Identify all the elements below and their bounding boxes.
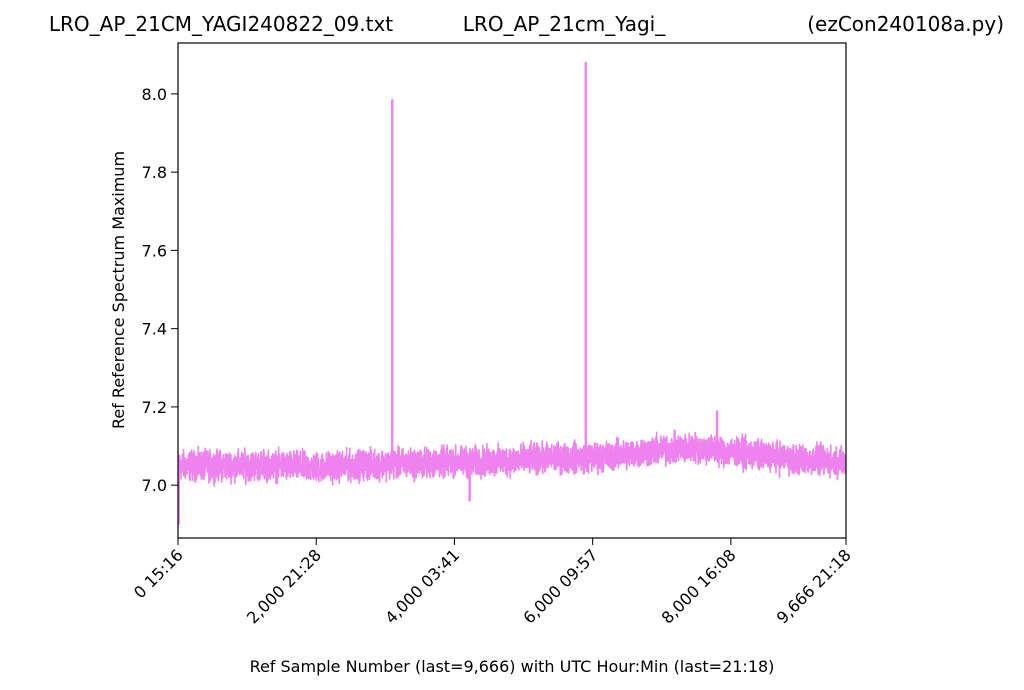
series-line	[178, 61, 846, 526]
x-tick-label: 2,000 21:28	[243, 545, 325, 627]
x-tick-label: 6,000 09:57	[519, 545, 601, 627]
x-axis-label: Ref Sample Number (last=9,666) with UTC …	[250, 657, 775, 676]
x-tick-label: 0 15:16	[130, 545, 187, 602]
chart-title-right: (ezCon240108a.py)	[807, 12, 1004, 36]
plot-area	[177, 42, 847, 539]
y-tick-label: 7.6	[142, 241, 167, 260]
y-tick-label: 7.4	[142, 320, 167, 339]
plot-frame	[177, 42, 847, 539]
x-tick-label: 8,000 16:08	[658, 545, 740, 627]
y-tick-label: 8.0	[142, 85, 167, 104]
y-axis: 7.0 7.2 7.4 7.6 7.8 8.0	[142, 85, 178, 495]
y-tick-label: 7.0	[142, 476, 167, 495]
x-axis: 0 15:16 2,000 21:28 4,000 03:41 6,000 09:57…	[130, 538, 855, 627]
y-tick-label: 7.8	[142, 163, 167, 182]
chart-title-center: LRO_AP_21cm_Yagi_	[463, 12, 666, 36]
x-tick-label: 9,666 21:18	[773, 545, 855, 627]
y-tick-label: 7.2	[142, 398, 167, 417]
y-axis-label: Ref Reference Spectrum Maximum	[109, 151, 128, 429]
x-tick-label: 4,000 03:41	[381, 545, 463, 627]
chart-title-left: LRO_AP_21CM_YAGI240822_09.txt	[49, 12, 393, 36]
